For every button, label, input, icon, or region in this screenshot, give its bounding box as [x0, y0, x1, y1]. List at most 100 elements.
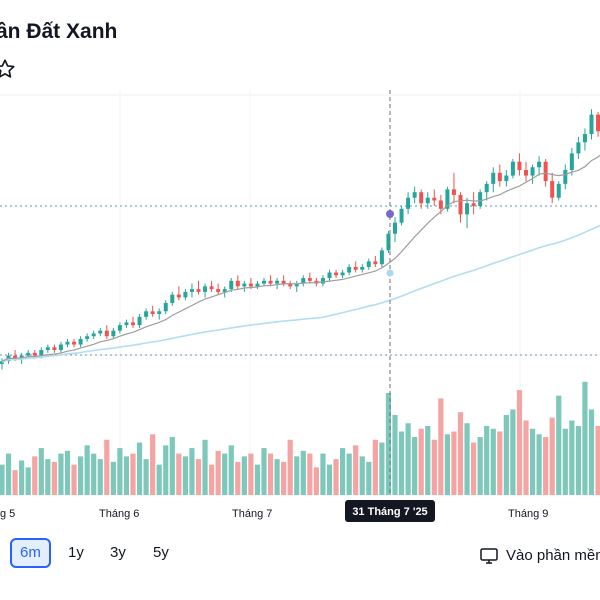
volume-bar [64, 450, 71, 495]
volume-bar [503, 414, 509, 495]
volume-bar [281, 461, 287, 495]
period-6m-button[interactable]: 6m [10, 538, 51, 568]
candle-body [569, 153, 574, 171]
period-3y-button[interactable]: 3y [110, 544, 126, 561]
candle-body [399, 208, 404, 223]
candle-body [543, 161, 548, 182]
volume-bar [326, 464, 333, 495]
volume-bar [104, 439, 110, 495]
candle-body [209, 286, 214, 290]
period-1y-button[interactable]: 1y [68, 544, 84, 561]
x-tick-label: Tháng 7 [232, 508, 272, 520]
candle-body [438, 200, 443, 209]
volume-bar [346, 453, 352, 495]
candle-body [386, 233, 391, 251]
candle-body [471, 203, 476, 207]
candle-body [85, 336, 90, 339]
candle-body [379, 250, 384, 265]
candle-body [242, 283, 247, 287]
candle-body [275, 280, 280, 284]
candle-body [196, 289, 201, 292]
volume-bar [156, 464, 162, 495]
volume-bar [438, 398, 444, 495]
candle-body [137, 316, 142, 326]
star-icon[interactable] [0, 58, 16, 80]
volume-bar [241, 456, 247, 495]
candle-body [183, 291, 188, 298]
x-tick-label: Tháng 9 [508, 508, 548, 520]
candle-body [497, 172, 502, 182]
ma-long-line [1, 224, 600, 364]
volume-bar [562, 428, 568, 495]
open-app-label: Vào phần mềm [506, 547, 600, 564]
candle-body [170, 294, 175, 303]
crosshair-date-badge [345, 500, 435, 522]
candle-body [262, 280, 266, 284]
volume-bar [359, 456, 365, 495]
candle-body [117, 325, 122, 331]
volume-bar [58, 453, 64, 495]
candle-body [58, 344, 63, 351]
candle-body [347, 266, 352, 273]
candle-body [301, 278, 306, 284]
page-title: ần Đất Xanh [0, 20, 118, 43]
candle-body [353, 266, 358, 270]
candle-body [582, 134, 587, 143]
candle-body [451, 189, 456, 195]
volume-bar [484, 426, 490, 495]
volume-bar [176, 453, 182, 495]
candle-body [65, 341, 70, 345]
volume-bar [45, 459, 51, 495]
period-5y-button[interactable]: 5y [153, 544, 169, 561]
candle-body [366, 261, 371, 267]
candle-body [406, 197, 411, 209]
candle-body [537, 161, 542, 168]
candle-body [39, 350, 44, 356]
candle-body [563, 170, 568, 184]
volume-bar [78, 456, 84, 495]
candle-body [45, 347, 50, 351]
volume-bar [575, 426, 581, 495]
open-app-button[interactable]: Vào phần mềm [480, 542, 600, 570]
volume-bar [97, 459, 103, 495]
candle-body [458, 194, 463, 215]
candle-body [327, 272, 332, 279]
candle-body [294, 283, 299, 287]
volume-bar [516, 390, 523, 495]
candle-body [281, 280, 286, 284]
candle-body [229, 280, 234, 290]
candle-body [0, 361, 4, 364]
volume-bar [235, 461, 241, 495]
volume-bar [254, 464, 261, 495]
volume-bar [182, 456, 188, 495]
candle-body [189, 289, 194, 292]
volume-bar [261, 448, 267, 495]
volume-bar [366, 461, 372, 495]
volume-bar [313, 467, 319, 495]
candle-body [255, 283, 260, 287]
candle-body [530, 167, 535, 176]
price-chart[interactable]: g 5 Tháng 6 Tháng 7 Tháng 9 31 Tháng 7 '… [0, 90, 600, 530]
volume-bar [110, 461, 116, 495]
candle-body [216, 289, 221, 292]
candle-body [203, 286, 208, 292]
candle-body [144, 311, 149, 317]
volume-bar [372, 439, 378, 495]
volume-bar [202, 439, 208, 495]
volume-bar [549, 417, 555, 495]
volume-bar [340, 448, 346, 495]
volume-bar [451, 431, 457, 495]
candle-body [13, 355, 18, 359]
candle-body [19, 355, 24, 359]
volume-bar [379, 442, 385, 495]
volume-bar [25, 467, 31, 495]
volume-bar [117, 448, 123, 495]
candle-body [334, 272, 339, 276]
volume-bar [320, 453, 326, 495]
candle-body [26, 352, 31, 356]
volume-bar [529, 428, 536, 495]
candle-body [484, 183, 489, 193]
candle-body [111, 330, 116, 337]
volume-bar [300, 450, 306, 495]
volume-bar [464, 423, 470, 495]
